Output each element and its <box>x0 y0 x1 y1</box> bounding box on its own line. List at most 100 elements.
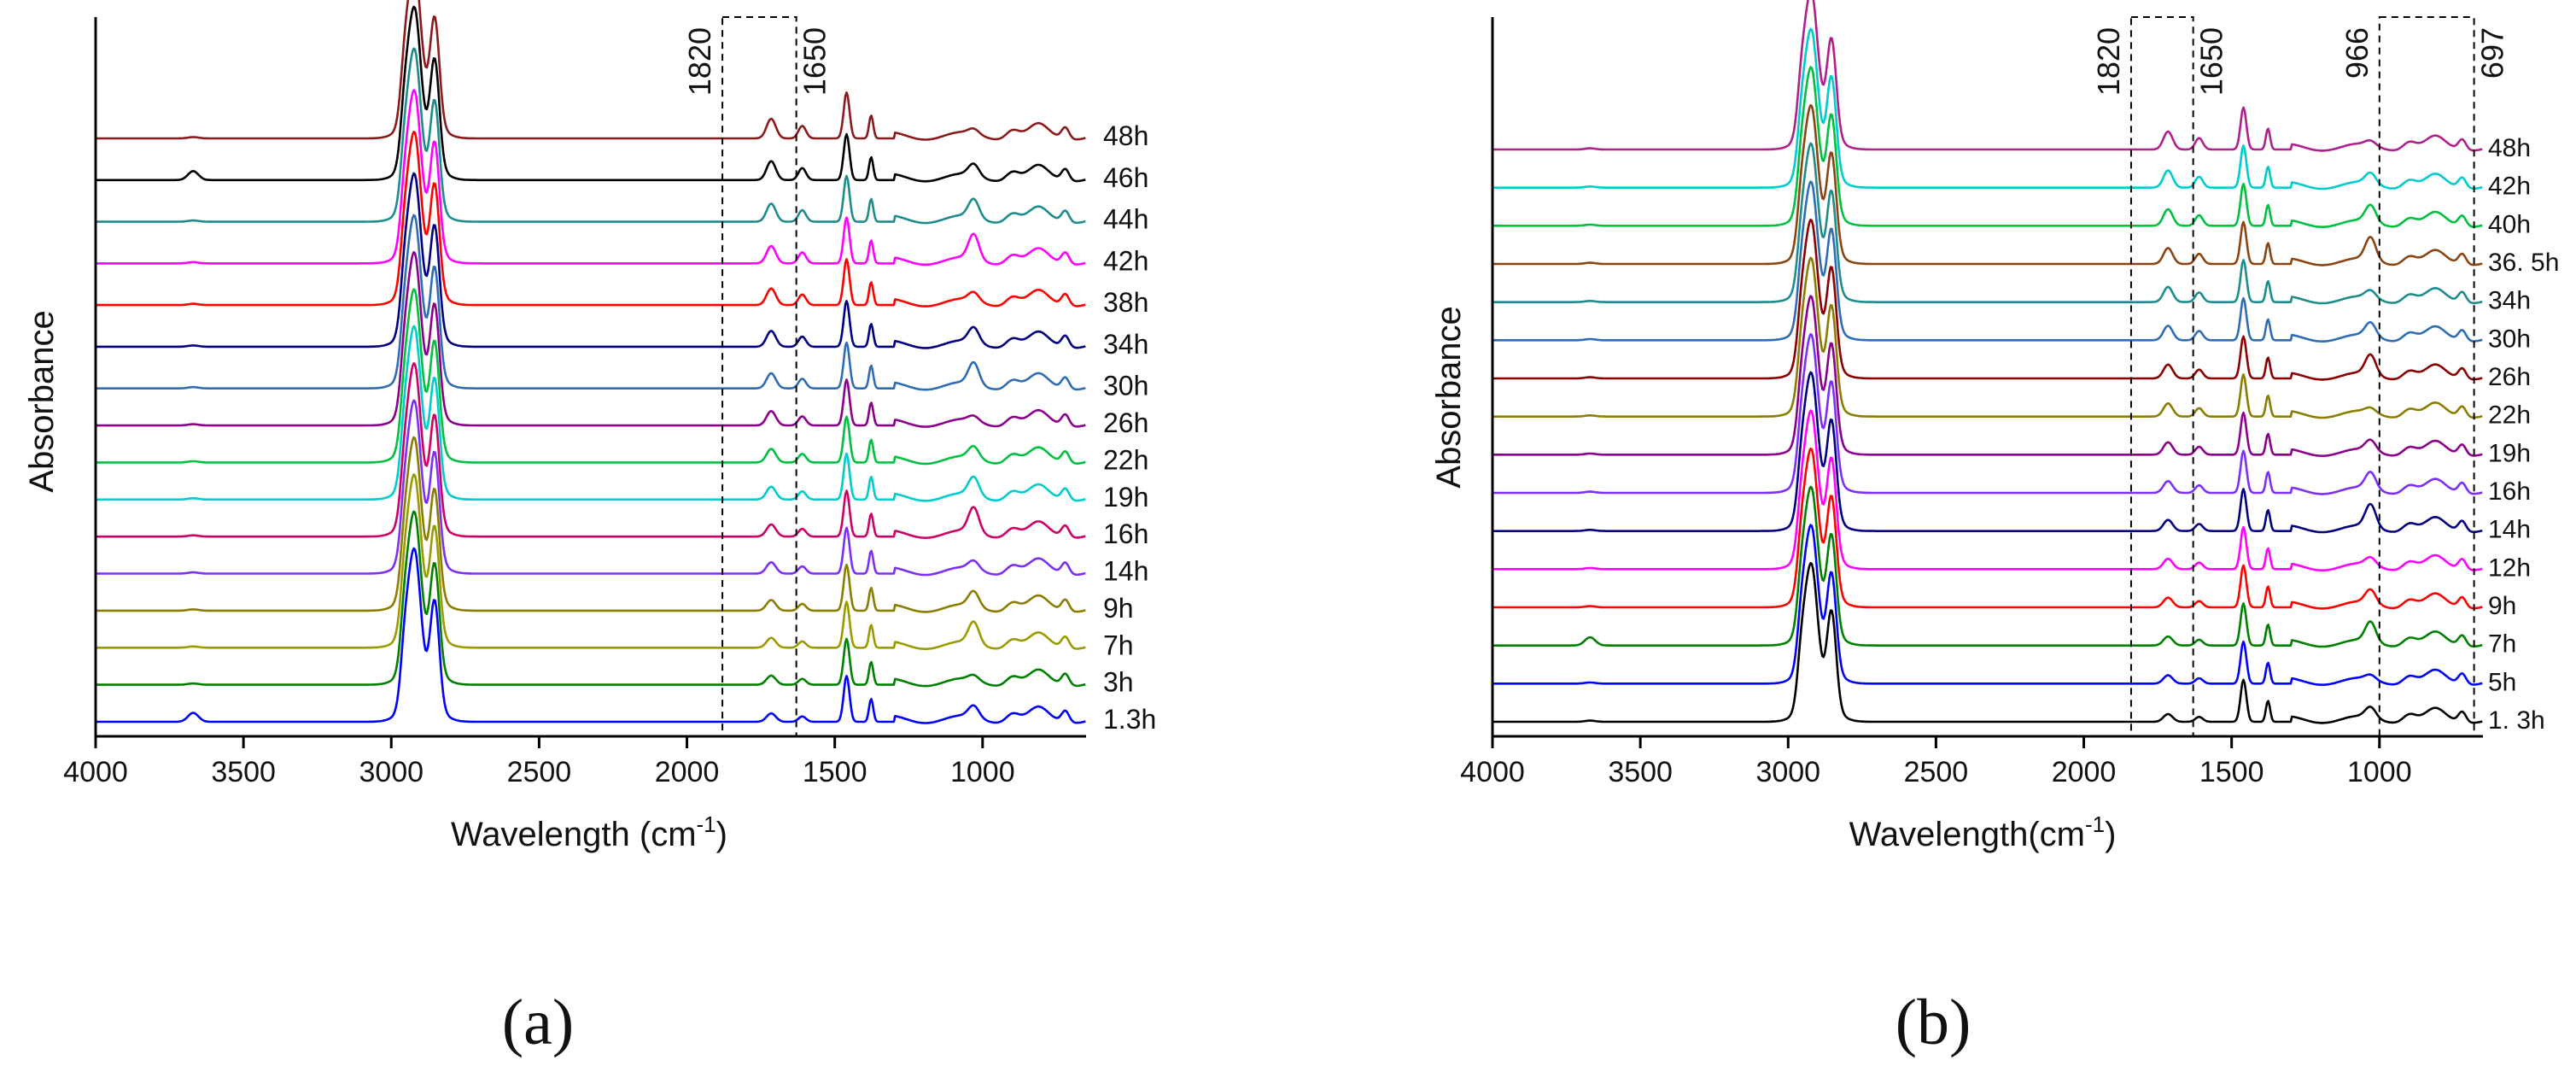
legend-label-3h: 3h <box>1103 667 1134 698</box>
panel-b-label: (b) <box>1895 987 1971 1058</box>
x-tick-label-1500: 1500 <box>2199 756 2264 788</box>
legend-label-42h: 42h <box>2488 173 2531 201</box>
legend-label-16h: 16h <box>1103 518 1148 549</box>
x-tick-label-1500: 1500 <box>803 756 867 788</box>
trace-40h <box>1492 66 2483 229</box>
trace-14h <box>96 399 1086 577</box>
trace-44h <box>96 47 1086 225</box>
x-tick-label-2000: 2000 <box>2052 756 2117 788</box>
trace-36.5h <box>1492 103 2483 267</box>
legend-label-26h: 26h <box>1103 407 1148 438</box>
panel-a-annotations: 1820 1650 <box>682 16 832 737</box>
x-tick-label-2500: 2500 <box>1904 756 1969 788</box>
legend-label-26h: 26h <box>2488 363 2531 391</box>
trace-48h <box>1492 0 2483 152</box>
legend-label-22h: 22h <box>2488 401 2531 430</box>
panel-a-axes: 4000 3500 3000 2500 2000 1500 1000 <box>63 17 1086 788</box>
trace-16h <box>1492 332 2483 495</box>
x-tick-label-4000: 4000 <box>63 756 128 788</box>
legend-label-1.3h: 1.3h <box>1103 704 1156 735</box>
legend-label-42h: 42h <box>1103 245 1148 276</box>
annotation-label-1820: 1820 <box>682 27 717 96</box>
trace-14h <box>1492 371 2483 534</box>
trace-16h <box>96 361 1086 540</box>
trace-46h <box>96 5 1086 183</box>
panel-b-ylabel: Absorbance <box>1430 306 1468 488</box>
annotation-region-1820 <box>721 16 797 737</box>
legend-label-34h: 34h <box>1103 329 1148 360</box>
x-tick-label-2000: 2000 <box>655 756 720 788</box>
trace-1.3h <box>96 547 1086 724</box>
legend-label-34h: 34h <box>2488 287 2531 315</box>
panel-b: 1820 1650 966 697 4000 3500 3000 2500 2000 1500 1… <box>1430 0 2559 1058</box>
trace-30h <box>1492 180 2483 343</box>
legend-label-9h: 9h <box>2488 592 2516 620</box>
legend-label-7h: 7h <box>1103 630 1134 660</box>
annotation-region-1820 <box>2129 16 2194 737</box>
trace-12h <box>1492 409 2483 572</box>
trace-9h <box>1492 447 2483 610</box>
x-tick-label-3500: 3500 <box>211 756 276 788</box>
legend-label-40h: 40h <box>2488 210 2531 238</box>
panel-b-legend: 48h 42h 40h 36. 5h 34h 30h 26h 22h 19h 16h 14h 12h 9… <box>2488 134 2559 735</box>
trace-26h <box>1492 218 2483 381</box>
trace-7h <box>1492 485 2483 648</box>
annotation-label-697: 697 <box>2475 27 2510 79</box>
trace-5h <box>1492 524 2483 687</box>
annotation-region-966 <box>2378 16 2475 737</box>
x-tick-label-4000: 4000 <box>1460 756 1525 788</box>
legend-label-30h: 30h <box>1103 371 1148 401</box>
legend-label-14h: 14h <box>1103 556 1148 587</box>
trace-1.3h <box>1492 561 2483 724</box>
trace-42h <box>1492 27 2483 190</box>
trace-3h <box>96 510 1086 688</box>
legend-label-5h: 5h <box>2488 668 2516 696</box>
legend-label-30h: 30h <box>2488 325 2531 353</box>
legend-label-12h: 12h <box>2488 554 2531 582</box>
legend-label-22h: 22h <box>1103 444 1148 475</box>
panel-b-traces <box>1492 0 2483 724</box>
annotation-label-1650: 1650 <box>2194 27 2229 96</box>
legend-label-9h: 9h <box>1103 593 1134 624</box>
panel-b-annotations: 1820 1650 966 697 <box>2091 16 2510 737</box>
trace-7h <box>96 473 1086 651</box>
x-tick-label-1000: 1000 <box>2347 756 2412 788</box>
trace-48h <box>96 0 1086 141</box>
trace-34h <box>96 172 1086 349</box>
x-tick-label-3500: 3500 <box>1608 756 1673 788</box>
legend-label-14h: 14h <box>2488 516 2531 544</box>
trace-22h <box>1492 256 2483 419</box>
annotation-label-1820: 1820 <box>2091 27 2126 96</box>
legend-label-16h: 16h <box>2488 477 2531 506</box>
legend-label-19h: 19h <box>1103 482 1148 513</box>
x-tick-label-1000: 1000 <box>950 756 1015 788</box>
x-tick-label-3000: 3000 <box>359 756 423 788</box>
panel-a: 1820 1650 4000 3500 3000 2500 2000 1500 1000 48… <box>23 0 1156 1058</box>
annotation-label-966: 966 <box>2339 27 2374 79</box>
panel-b-axes: 4000 3500 3000 2500 2000 1500 1000 <box>1460 17 2483 788</box>
trace-9h <box>96 436 1086 613</box>
trace-30h <box>96 214 1086 391</box>
panel-b-xlabel: Wavelength(cm-1) <box>1849 811 2117 853</box>
x-tick-label-2500: 2500 <box>507 756 572 788</box>
trace-34h <box>1492 142 2483 305</box>
panel-a-legend: 48h 46h 44h 42h 38h 34h 30h 26h 22h 19h 16h 14h 9h 7h… <box>1103 120 1156 735</box>
annotation-label-1650: 1650 <box>797 27 832 96</box>
panel-a-label: (a) <box>502 987 574 1058</box>
trace-26h <box>96 250 1086 428</box>
legend-label-7h: 7h <box>2488 630 2516 659</box>
panel-a-xlabel: Wavelength (cm-1) <box>451 811 727 853</box>
legend-label-19h: 19h <box>2488 439 2531 467</box>
legend-label-38h: 38h <box>1103 287 1148 318</box>
legend-label-1.3h: 1. 3h <box>2488 706 2545 735</box>
trace-22h <box>96 288 1086 466</box>
panel-a-ylabel: Absorbance <box>23 310 61 492</box>
panel-a-traces <box>96 0 1086 724</box>
trace-19h <box>1492 295 2483 458</box>
legend-label-48h: 48h <box>2488 134 2531 162</box>
x-tick-label-3000: 3000 <box>1755 756 1820 788</box>
trace-38h <box>96 131 1086 308</box>
legend-label-36.5h: 36. 5h <box>2488 249 2559 277</box>
legend-label-46h: 46h <box>1103 162 1148 193</box>
